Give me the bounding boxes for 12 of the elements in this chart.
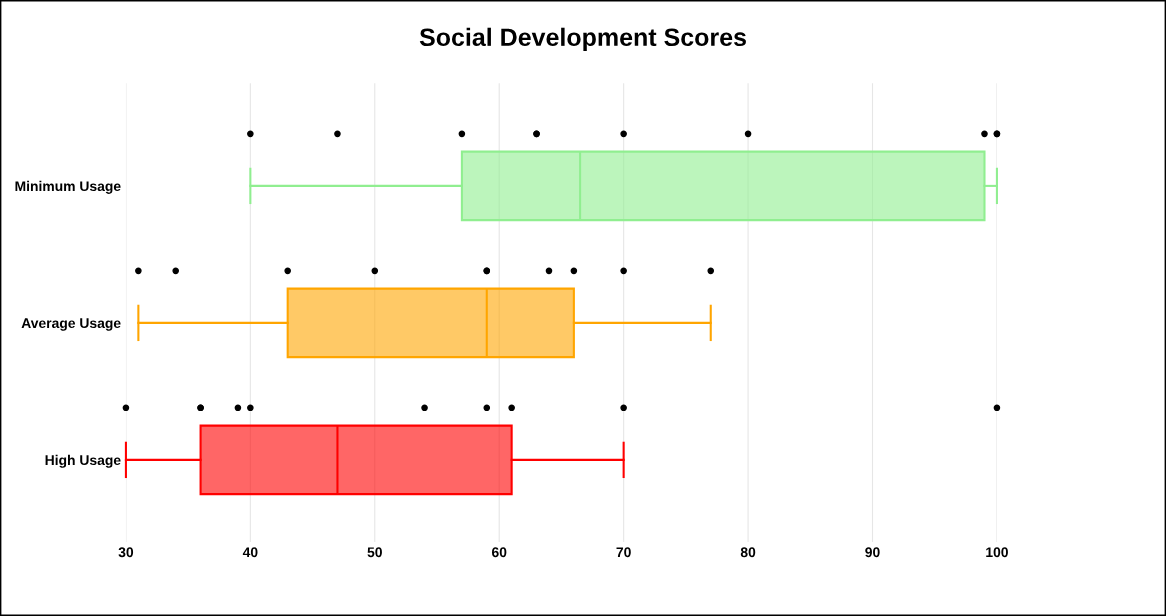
chart-title: Social Development Scores <box>419 27 746 52</box>
x-tick-label: 30 <box>118 547 134 558</box>
x-tick-label: 90 <box>865 547 880 558</box>
x-tick-label: 40 <box>242 547 258 558</box>
x-tick-label: 100 <box>986 547 1008 558</box>
y-tick-label: High Usage <box>45 454 121 468</box>
y-tick-label: Average Usage <box>21 318 121 331</box>
y-tick-label: Minimum Usage <box>15 180 121 194</box>
x-tick-label: 70 <box>616 547 631 558</box>
x-tick-label: 60 <box>492 547 507 558</box>
x-tick-label: 80 <box>740 547 756 558</box>
x-tick-label: 50 <box>367 547 382 558</box>
